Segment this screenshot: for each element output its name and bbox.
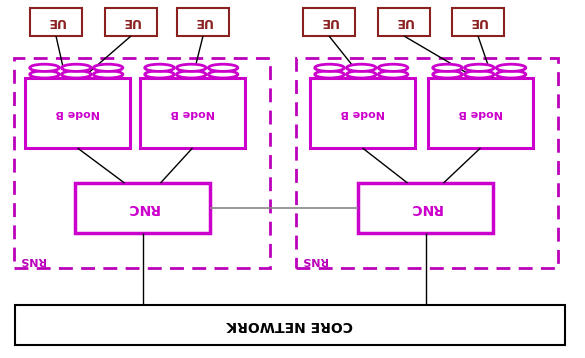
Ellipse shape (433, 64, 462, 71)
Ellipse shape (497, 71, 526, 78)
Ellipse shape (177, 64, 206, 71)
Bar (177, 8, 229, 36)
Bar (296, 58, 558, 268)
Ellipse shape (144, 64, 174, 71)
Text: UE: UE (395, 15, 413, 29)
Ellipse shape (30, 71, 59, 78)
Bar (14, 58, 270, 268)
Bar (15, 305, 565, 345)
Ellipse shape (208, 71, 238, 78)
Text: Node B: Node B (55, 108, 100, 118)
Bar (310, 78, 415, 148)
Ellipse shape (378, 64, 408, 71)
Ellipse shape (378, 71, 408, 78)
Ellipse shape (61, 71, 91, 78)
Text: CORE NETWORK: CORE NETWORK (227, 318, 353, 332)
Bar (25, 78, 130, 148)
Bar (75, 183, 210, 233)
Bar (358, 183, 493, 233)
Text: RNC: RNC (126, 201, 159, 215)
Ellipse shape (464, 64, 494, 71)
Ellipse shape (464, 71, 494, 78)
Ellipse shape (208, 64, 238, 71)
Bar (303, 8, 355, 36)
Text: UE: UE (320, 15, 338, 29)
Ellipse shape (61, 64, 91, 71)
Text: RNS: RNS (301, 255, 327, 265)
Ellipse shape (433, 71, 462, 78)
Text: UE: UE (469, 15, 487, 29)
Ellipse shape (94, 71, 123, 78)
Text: RNC: RNC (409, 201, 442, 215)
Text: UE: UE (194, 15, 212, 29)
Text: UE: UE (47, 15, 66, 29)
Ellipse shape (177, 71, 206, 78)
Bar (140, 78, 245, 148)
Ellipse shape (346, 64, 376, 71)
Bar (428, 78, 533, 148)
Text: Node B: Node B (458, 108, 503, 118)
Ellipse shape (94, 64, 123, 71)
Ellipse shape (30, 64, 59, 71)
Ellipse shape (144, 71, 174, 78)
Bar (30, 8, 82, 36)
Bar (105, 8, 157, 36)
Text: UE: UE (122, 15, 140, 29)
Text: Node B: Node B (170, 108, 215, 118)
Text: RNS: RNS (19, 255, 45, 265)
Text: Node B: Node B (340, 108, 385, 118)
Bar (452, 8, 504, 36)
Ellipse shape (346, 71, 376, 78)
Ellipse shape (315, 71, 344, 78)
Ellipse shape (497, 64, 526, 71)
Ellipse shape (315, 64, 344, 71)
Bar (378, 8, 430, 36)
